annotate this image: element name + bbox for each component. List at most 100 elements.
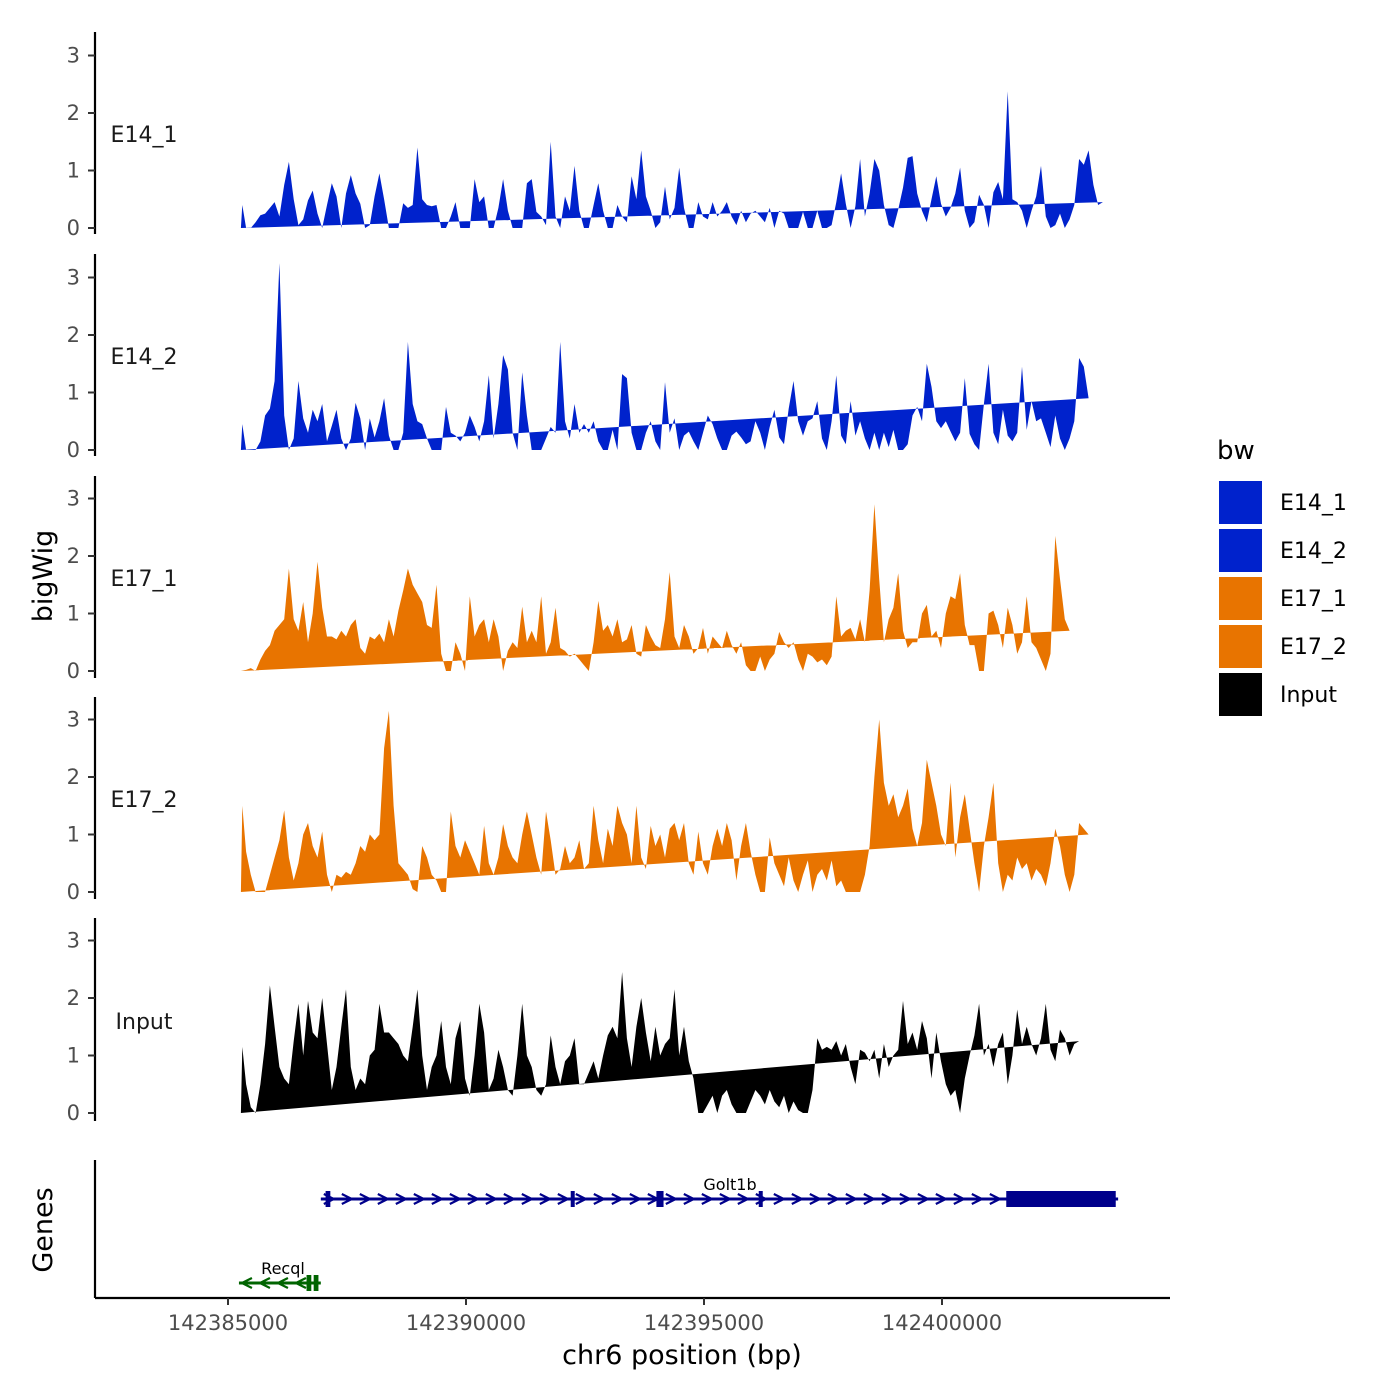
strand-arrow bbox=[395, 1193, 409, 1205]
strand-arrow bbox=[593, 1193, 607, 1205]
strand-arrow bbox=[359, 1193, 373, 1205]
strand-arrow bbox=[293, 1277, 307, 1289]
x-tick-label: 142390000 bbox=[406, 1311, 526, 1335]
track-label-e17-1: E17_1 bbox=[111, 567, 178, 592]
y-ticks: 0 1 2 3 bbox=[67, 266, 95, 462]
track-panel-e14-1: E14_1 0 1 2 3 bbox=[67, 32, 1103, 240]
legend: bw E14_1 E14_2 E17_1 E17_2 Input bbox=[1217, 436, 1347, 718]
track-label-e17-2: E17_2 bbox=[111, 788, 178, 813]
strand-arrow bbox=[521, 1193, 535, 1205]
exon bbox=[656, 1191, 664, 1207]
strand-arrow bbox=[917, 1193, 931, 1205]
y-tick-label: 3 bbox=[67, 929, 80, 953]
y-tick-label: 3 bbox=[67, 708, 80, 732]
y-tick-label: 2 bbox=[67, 765, 80, 789]
legend-key-e17-2 bbox=[1217, 623, 1264, 670]
genes-axis-title: Genes bbox=[28, 1187, 59, 1272]
strand-arrow bbox=[809, 1193, 823, 1205]
exon bbox=[313, 1275, 319, 1291]
legend-label-e17-2: E17_2 bbox=[1280, 635, 1347, 660]
track-panel-e17-1: E17_1 0 1 2 3 bbox=[67, 476, 1070, 683]
y-tick-label: 0 bbox=[67, 216, 80, 240]
legend-key-input bbox=[1217, 671, 1264, 718]
track-panel-e14-2: E14_2 0 1 2 3 bbox=[67, 254, 1089, 462]
strand-arrow bbox=[827, 1193, 841, 1205]
x-tick-label: 142395000 bbox=[644, 1311, 764, 1335]
coverage-area-e14-2 bbox=[240, 263, 1089, 450]
coverage-area-e17-2 bbox=[240, 710, 1089, 892]
legend-key-e14-2 bbox=[1217, 527, 1264, 574]
legend-label-e14-2: E14_2 bbox=[1280, 539, 1347, 564]
y-tick-label: 2 bbox=[67, 544, 80, 568]
strand-arrow bbox=[431, 1193, 445, 1205]
legend-key-e17-1 bbox=[1217, 575, 1264, 622]
legend-label-e14-1: E14_1 bbox=[1280, 491, 1347, 516]
legend-key-e14-1 bbox=[1217, 479, 1264, 526]
gene-golt1b: Golt1b bbox=[320, 1175, 1119, 1207]
y-tick-label: 3 bbox=[67, 266, 80, 290]
y-ticks: 0 1 2 3 bbox=[67, 44, 95, 240]
strand-arrow bbox=[413, 1193, 427, 1205]
exon bbox=[758, 1191, 763, 1207]
strand-arrow bbox=[989, 1193, 1003, 1205]
y-tick-label: 1 bbox=[67, 1044, 80, 1068]
strand-arrow bbox=[557, 1193, 571, 1205]
strand-arrow bbox=[467, 1193, 481, 1205]
strand-arrow bbox=[539, 1193, 553, 1205]
y-ticks: 0 1 2 3 bbox=[67, 708, 95, 904]
strand-arrow bbox=[845, 1193, 859, 1205]
y-axis-title: bigWig bbox=[28, 530, 59, 623]
y-tick-label: 1 bbox=[67, 159, 80, 183]
y-tick-label: 0 bbox=[67, 880, 80, 904]
legend-label-input: Input bbox=[1280, 683, 1337, 708]
strand-arrow bbox=[701, 1193, 715, 1205]
y-tick-label: 0 bbox=[67, 438, 80, 462]
coverage-area-e14-1 bbox=[240, 91, 1103, 228]
strand-arrow bbox=[449, 1193, 463, 1205]
track-label-input: Input bbox=[116, 1010, 173, 1035]
y-tick-label: 0 bbox=[67, 659, 80, 683]
gene-label-recql: Recql bbox=[261, 1259, 305, 1278]
strand-arrow bbox=[683, 1193, 697, 1205]
strand-arrow bbox=[953, 1193, 967, 1205]
strand-arrow bbox=[899, 1193, 913, 1205]
y-tick-label: 3 bbox=[67, 44, 80, 68]
strand-arrow bbox=[665, 1193, 679, 1205]
track-panel-input: Input 0 1 2 3 bbox=[67, 918, 1080, 1125]
strand-arrow bbox=[341, 1193, 355, 1205]
gene-label-golt1b: Golt1b bbox=[703, 1175, 756, 1194]
gene-golt1b-exons bbox=[325, 1191, 1116, 1207]
gene-recql-exons bbox=[306, 1275, 319, 1291]
strand-arrow bbox=[503, 1193, 517, 1205]
y-tick-label: 1 bbox=[67, 381, 80, 405]
strand-arrow bbox=[791, 1193, 805, 1205]
strand-arrow bbox=[275, 1277, 289, 1289]
coverage-area-e17-1 bbox=[240, 504, 1070, 671]
coverage-area-input bbox=[240, 972, 1080, 1113]
strand-arrow bbox=[863, 1193, 877, 1205]
genes-panel: Golt1b Recql 142385000 142390000 142395000… bbox=[93, 1160, 1170, 1335]
track-label-e14-2: E14_2 bbox=[111, 345, 178, 370]
x-tick-label: 142385000 bbox=[168, 1311, 288, 1335]
strand-arrow bbox=[575, 1193, 589, 1205]
exon bbox=[325, 1191, 331, 1207]
strand-arrow bbox=[719, 1193, 733, 1205]
strand-arrow bbox=[773, 1193, 787, 1205]
y-tick-label: 1 bbox=[67, 602, 80, 626]
strand-arrow bbox=[239, 1277, 253, 1289]
gene-recql-strand-arrows bbox=[239, 1277, 307, 1289]
strand-arrow bbox=[629, 1193, 643, 1205]
y-tick-label: 2 bbox=[67, 986, 80, 1010]
strand-arrow bbox=[485, 1193, 499, 1205]
exon bbox=[306, 1275, 312, 1291]
gene-recql: Recql bbox=[238, 1259, 321, 1291]
y-ticks: 0 1 2 3 bbox=[67, 929, 95, 1125]
strand-arrow bbox=[881, 1193, 895, 1205]
strand-arrow bbox=[257, 1277, 271, 1289]
y-ticks: 0 1 2 3 bbox=[67, 487, 95, 683]
y-tick-label: 1 bbox=[67, 823, 80, 847]
legend-label-e17-1: E17_1 bbox=[1280, 587, 1347, 612]
strand-arrow bbox=[611, 1193, 625, 1205]
legend-title: bw bbox=[1217, 436, 1255, 466]
